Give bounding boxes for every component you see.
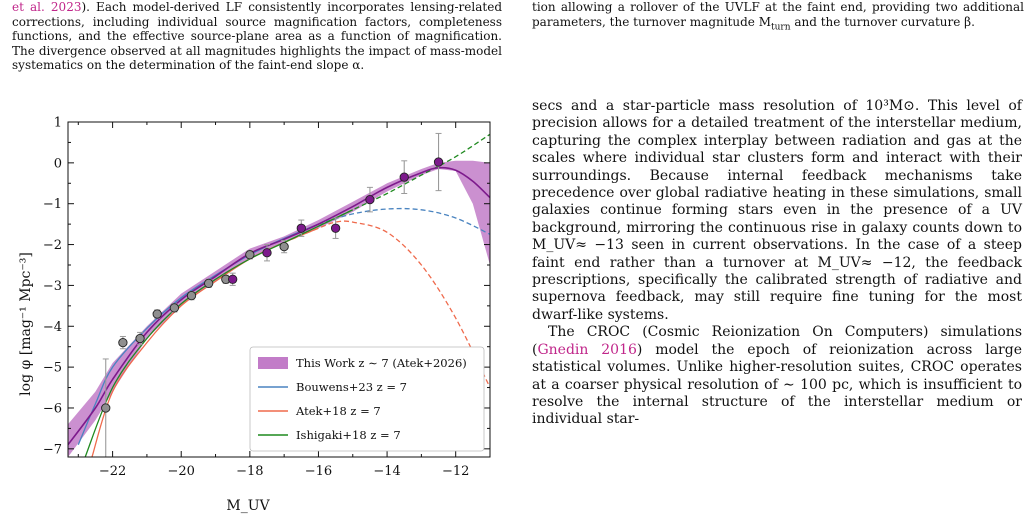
caption-left-text: ). Each model-derived LF consistently in… [12,0,502,73]
data-point-purple [228,274,238,284]
y-tick-label: −4 [43,320,62,335]
y-tick-label: −7 [43,442,62,457]
legend-box [249,346,485,452]
legend-entry: Bouwens+23 z = 7 [296,380,407,394]
data-point-purple [433,157,444,167]
series-ishigaki18-solid [84,209,354,457]
plot-frame [67,121,491,458]
x-tick-label: −14 [373,464,400,479]
caption-right-sub: turn [771,21,791,32]
uvlf-chart: −22 −20 −18 −16 −14 −12 1 0 −1 −2 −3 −4 −5 −6 −7 This W… [18,116,491,514]
legend-entry: This Work z ∼ 7 (Atek+2026) [296,356,467,370]
data-point-gray [279,241,289,252]
caption-right-text: tion allowing a rollover of the UVLF at … [532,0,1024,29]
data-point-gray [186,290,197,301]
caption-right-text2: and the turnover curvature β. [790,14,975,29]
x-tick-label: −12 [442,464,469,479]
plot-area [68,132,490,457]
figure-caption-left: et al. 2023). Each model-derived LF cons… [12,0,502,73]
body-paragraph-1: secs and a star-particle mass resolution… [532,98,1022,323]
data-point-purple [399,172,409,182]
series-ishigaki18-dashed [318,133,490,227]
data-point-purple [365,194,375,205]
y-tick-label: 0 [54,156,62,171]
x-tick-label: −20 [168,464,195,479]
legend-entry: Ishigaki+18 z = 7 [296,428,401,442]
y-tick-label: −2 [43,238,62,253]
data-point-gray [118,337,128,348]
data-point-gray [101,403,111,413]
data-point-gray [169,303,180,313]
caption-citation[interactable]: et al. 2023 [12,0,82,14]
legend-swatch [258,357,288,369]
body-p2-b: ) model the epoch of reionization across… [532,341,1022,428]
series-atek18-dashed [283,220,490,388]
y-tick-label: −5 [43,361,62,376]
series-bouwens23-dashed [318,207,490,235]
y-tick-label: 1 [54,116,62,131]
x-tick-label: −18 [236,464,263,479]
y-tick-label: −6 [43,401,62,416]
x-tick-label: −22 [99,464,126,479]
data-point-purple [330,223,341,233]
x-axis-label: M_UV [226,498,270,514]
figure-caption-right: tion allowing a rollover of the UVLF at … [532,0,1024,35]
data-point-gray [152,309,162,319]
y-tick-label: −3 [43,279,62,294]
body-p2-a: The CROC (Cosmic Reionization On Compute… [532,324,1022,358]
data-point-purple [296,223,306,233]
x-tick-label: −16 [305,464,332,479]
y-axis-label: log φ [mag⁻¹ Mpc⁻³] [18,252,34,396]
data-point-gray [245,250,255,260]
data-point-gray [204,278,214,289]
body-text: secs and a star-particle mass resolution… [532,98,1022,429]
legend-entry: Atek+18 z = 7 [295,404,381,418]
body-citation[interactable]: Gnedin 2016 [537,341,637,358]
body-paragraph-2: The CROC (Cosmic Reionization On Compute… [532,324,1022,428]
y-tick-label: −1 [43,197,62,212]
data-point-gray [135,333,145,344]
data-point-purple [262,248,272,258]
